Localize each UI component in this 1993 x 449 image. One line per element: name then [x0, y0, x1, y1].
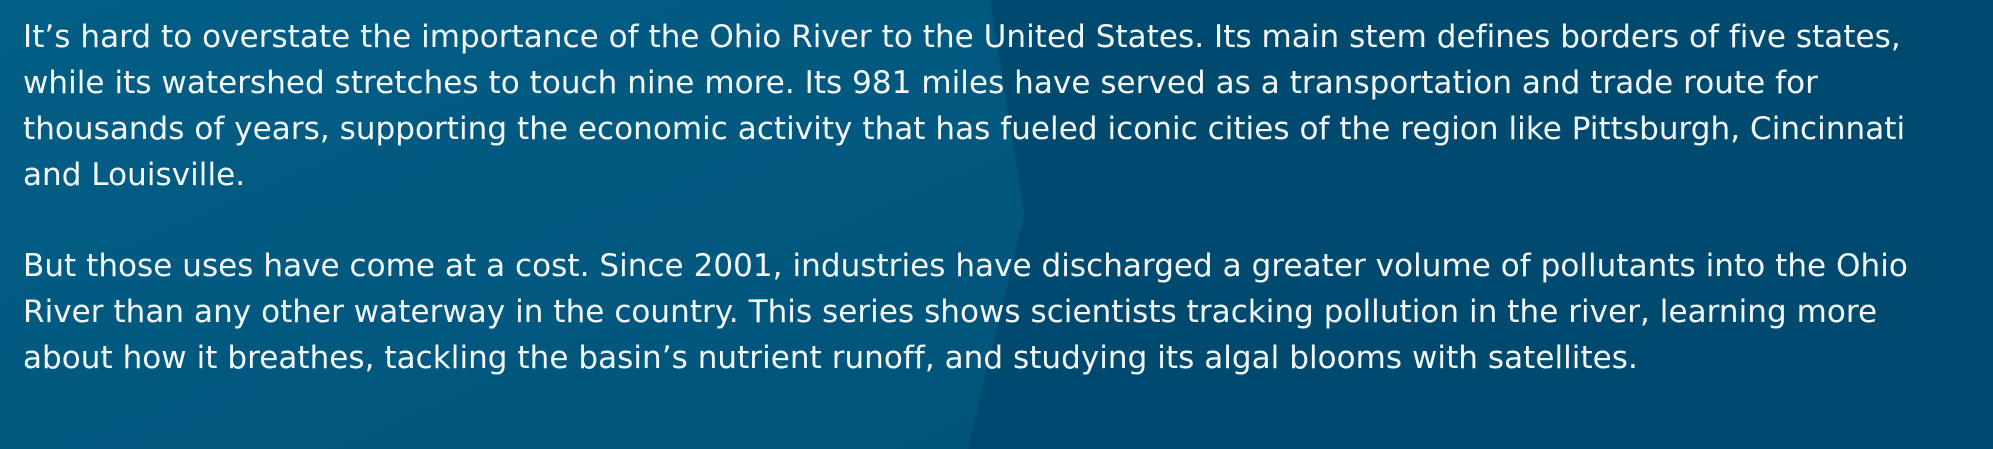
background-left-panel: [0, 0, 1024, 449]
intro-paragraph: It’s hard to overstate the importance of…: [23, 19, 1906, 193]
article-body: It’s hard to overstate the importance of…: [23, 14, 1973, 381]
series-paragraph: But those uses have come at a cost. Sinc…: [23, 248, 1908, 376]
